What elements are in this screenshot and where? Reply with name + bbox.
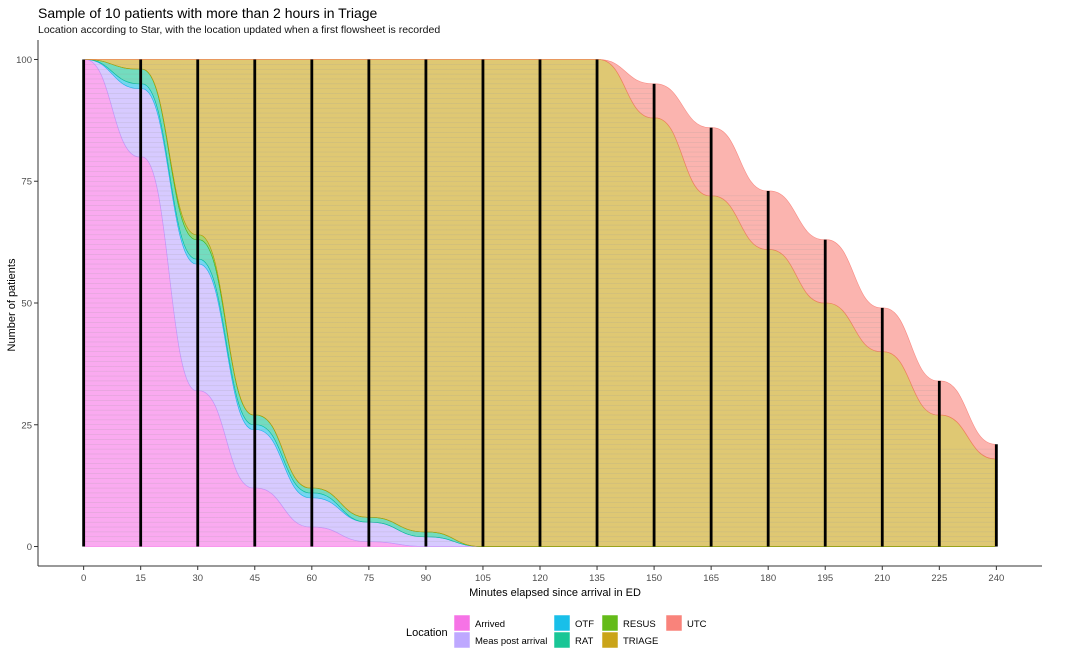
x-tick-label: 105 — [475, 573, 491, 584]
legend-key-meas-post-arrival — [453, 631, 471, 649]
legend: Location Arrived Meas post arrival OTF RAT R… — [406, 614, 707, 649]
x-tick-label: 90 — [421, 573, 432, 584]
x-axis-ticks: 0 15 30 45 60 75 90 105 120 135 150 165 180 195 210 225… — [81, 566, 1004, 584]
x-tick-label: 135 — [589, 573, 605, 584]
legend-key-arrived — [453, 614, 471, 632]
x-tick-label: 45 — [249, 573, 260, 584]
y-tick-label: 100 — [16, 55, 32, 66]
x-tick-label: 240 — [988, 573, 1004, 584]
legend-label-triage: TRIAGE — [623, 636, 658, 647]
time-bar-210 — [880, 307, 884, 547]
time-bar-30 — [196, 59, 200, 547]
patient-lines — [85, 64, 995, 542]
legend-key-triage — [601, 631, 619, 649]
time-bar-135 — [595, 59, 599, 547]
legend-label-otf: OTF — [575, 619, 594, 630]
x-tick-label: 15 — [135, 573, 146, 584]
time-bar-240 — [994, 444, 998, 547]
legend-label-utc: UTC — [687, 619, 707, 630]
legend-key-rat — [553, 631, 571, 649]
time-bar-195 — [823, 239, 827, 547]
time-bar-180 — [766, 190, 770, 547]
x-tick-label: 30 — [192, 573, 203, 584]
legend-label-meas-post-arrival: Meas post arrival — [475, 636, 547, 647]
y-tick-label: 75 — [21, 177, 32, 188]
time-bar-60 — [310, 59, 314, 547]
x-tick-label: 225 — [931, 573, 947, 584]
time-bar-150 — [652, 83, 656, 547]
time-bar-75 — [367, 59, 371, 547]
time-bars-layer — [82, 59, 998, 547]
x-tick-label: 180 — [760, 573, 776, 584]
legend-key-resus — [601, 614, 619, 632]
time-bar-45 — [253, 59, 257, 547]
y-axis-title: Number of patients — [6, 258, 18, 351]
x-axis-title: Minutes elapsed since arrival in ED — [469, 587, 641, 599]
time-bar-15 — [139, 59, 143, 547]
x-tick-label: 165 — [703, 573, 719, 584]
x-tick-label: 75 — [364, 573, 375, 584]
x-tick-label: 150 — [646, 573, 662, 584]
y-tick-label: 0 — [27, 542, 32, 553]
legend-key-utc — [665, 614, 683, 632]
legend-label-rat: RAT — [575, 636, 593, 647]
y-tick-label: 50 — [21, 299, 32, 310]
y-tick-label: 25 — [21, 420, 32, 431]
x-tick-label: 0 — [81, 573, 86, 584]
time-bar-225 — [937, 380, 941, 547]
time-bar-105 — [481, 59, 485, 547]
legend-title: Location — [406, 627, 448, 639]
x-tick-label: 210 — [874, 573, 890, 584]
y-axis-ticks: 0 25 50 75 100 — [16, 55, 38, 553]
chart-subtitle: Location according to Star, with the loc… — [38, 24, 441, 36]
x-tick-label: 195 — [817, 573, 833, 584]
legend-label-resus: RESUS — [623, 619, 656, 630]
legend-key-otf — [553, 614, 571, 632]
time-bar-90 — [424, 59, 428, 547]
time-bar-165 — [709, 127, 713, 547]
time-bar-120 — [538, 59, 542, 547]
time-bar-0 — [82, 59, 86, 547]
chart-title: Sample of 10 patients with more than 2 h… — [38, 5, 378, 21]
legend-label-arrived: Arrived — [475, 619, 505, 630]
x-tick-label: 120 — [532, 573, 548, 584]
x-tick-label: 60 — [307, 573, 318, 584]
